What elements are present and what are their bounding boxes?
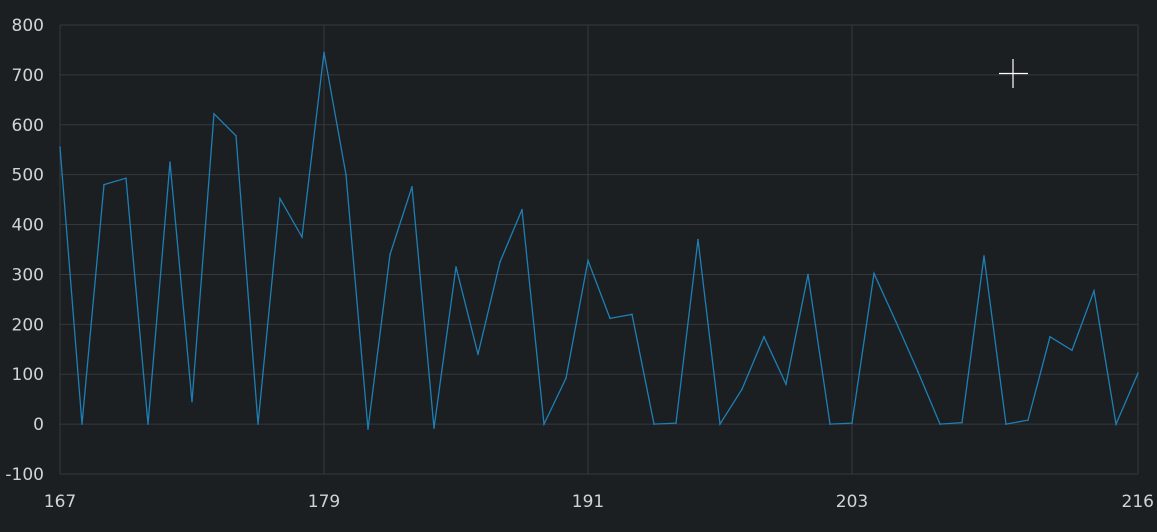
y-tick-label: -100 xyxy=(5,465,44,485)
data-point xyxy=(1049,336,1051,338)
data-point xyxy=(147,423,149,425)
data-point xyxy=(1115,423,1117,425)
data-point xyxy=(763,336,765,338)
data-point xyxy=(499,261,501,263)
data-point xyxy=(697,238,699,241)
x-tick-label: 179 xyxy=(308,492,340,512)
data-point xyxy=(213,113,215,115)
y-tick-label: 0 xyxy=(33,415,44,435)
data-point xyxy=(433,427,435,429)
data-point xyxy=(1071,349,1073,352)
data-point xyxy=(455,266,457,268)
data-point xyxy=(609,317,611,320)
data-point xyxy=(521,208,523,211)
data-point xyxy=(851,422,853,424)
y-tick-label: 300 xyxy=(12,265,44,285)
data-point xyxy=(257,423,259,425)
data-point xyxy=(103,183,105,186)
data-point xyxy=(939,423,941,425)
y-tick-label: 400 xyxy=(12,216,44,236)
data-point xyxy=(279,197,281,200)
data-point xyxy=(873,272,875,275)
y-tick-label: 700 xyxy=(12,66,44,86)
data-point xyxy=(587,259,589,262)
grid xyxy=(59,24,1139,475)
series-line xyxy=(59,52,1139,430)
series-layer xyxy=(59,51,1139,430)
data-point xyxy=(125,177,127,179)
y-tick-label: 500 xyxy=(12,166,44,186)
data-point xyxy=(983,255,985,257)
data-point xyxy=(81,423,83,425)
data-point xyxy=(1027,419,1029,421)
data-point xyxy=(301,236,303,238)
data-point xyxy=(367,428,369,430)
y-tick-label: 200 xyxy=(12,315,44,335)
y-tick-label: 800 xyxy=(12,16,44,36)
data-point xyxy=(653,423,655,425)
data-point xyxy=(829,423,831,425)
data-point xyxy=(1093,290,1095,292)
data-point xyxy=(565,377,567,380)
y-tick-label: 100 xyxy=(12,365,44,385)
data-point xyxy=(59,146,61,149)
data-point xyxy=(785,383,787,386)
data-point xyxy=(631,313,633,316)
data-point xyxy=(389,253,391,256)
data-point xyxy=(477,353,479,356)
data-point xyxy=(807,273,809,276)
crosshair-cursor-icon xyxy=(999,59,1028,88)
data-point xyxy=(169,161,171,163)
x-tick-label: 167 xyxy=(44,492,76,512)
data-point xyxy=(345,173,347,176)
x-axis-ticks: 167 179 191 203 216 xyxy=(44,492,1154,512)
y-axis-ticks: 800 700 600 500 400 300 200 100 0 -100 xyxy=(5,16,44,485)
x-tick-label: 203 xyxy=(836,492,868,512)
data-point xyxy=(741,388,743,390)
x-tick-label: 216 xyxy=(1122,492,1154,512)
data-point xyxy=(719,423,721,425)
data-point xyxy=(1137,372,1139,375)
data-point xyxy=(543,423,545,425)
data-point xyxy=(235,134,237,137)
x-tick-label: 191 xyxy=(572,492,604,512)
data-point xyxy=(895,321,897,323)
data-point xyxy=(675,422,677,424)
data-point xyxy=(191,400,193,403)
data-point xyxy=(917,370,919,373)
y-tick-label: 600 xyxy=(12,116,44,136)
data-point xyxy=(411,185,413,188)
data-point xyxy=(1005,423,1007,425)
data-point xyxy=(323,51,325,54)
data-point xyxy=(961,421,963,424)
